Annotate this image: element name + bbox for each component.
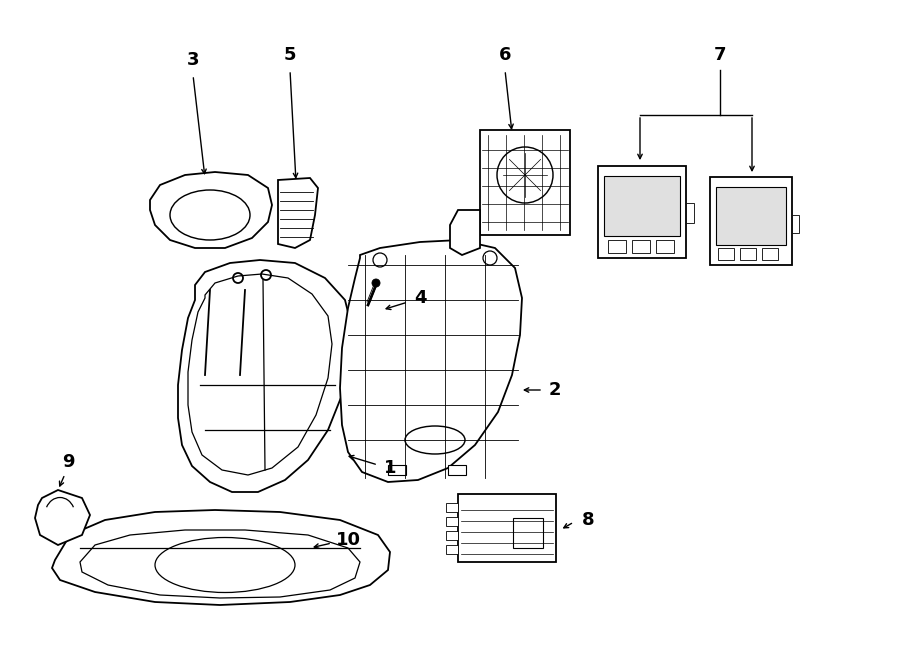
Bar (792, 215, 799, 233)
Polygon shape (450, 210, 480, 255)
Polygon shape (340, 240, 522, 482)
Bar (762, 248, 778, 260)
Text: 9: 9 (62, 453, 74, 471)
Ellipse shape (170, 190, 250, 240)
Bar (718, 248, 734, 260)
Text: 8: 8 (581, 511, 594, 529)
Bar (448, 465, 466, 475)
Polygon shape (150, 172, 272, 248)
Polygon shape (278, 178, 318, 248)
Bar (608, 240, 626, 253)
Text: 2: 2 (549, 381, 562, 399)
Text: 5: 5 (284, 46, 296, 64)
Polygon shape (178, 260, 352, 492)
Text: 1: 1 (383, 459, 396, 477)
Text: 4: 4 (414, 289, 427, 307)
Polygon shape (188, 274, 332, 475)
Circle shape (372, 279, 380, 287)
Ellipse shape (155, 537, 295, 592)
Bar (480, 130, 570, 235)
Bar (656, 240, 674, 253)
Bar (446, 517, 458, 526)
Bar (604, 176, 680, 236)
Bar (686, 203, 694, 223)
Bar (632, 240, 650, 253)
Bar (458, 494, 556, 562)
Bar (740, 248, 756, 260)
Bar (598, 166, 686, 258)
Ellipse shape (405, 426, 465, 454)
Text: 10: 10 (336, 531, 361, 549)
Polygon shape (80, 530, 360, 598)
Text: 6: 6 (499, 46, 511, 64)
Polygon shape (52, 510, 390, 605)
Bar (710, 177, 792, 265)
Bar (446, 531, 458, 540)
Bar (716, 187, 786, 245)
Polygon shape (35, 490, 90, 545)
Text: 3: 3 (187, 51, 199, 69)
Bar (446, 503, 458, 512)
Bar (513, 518, 543, 548)
Text: 7: 7 (714, 46, 726, 64)
Bar (388, 465, 406, 475)
Bar (446, 545, 458, 554)
